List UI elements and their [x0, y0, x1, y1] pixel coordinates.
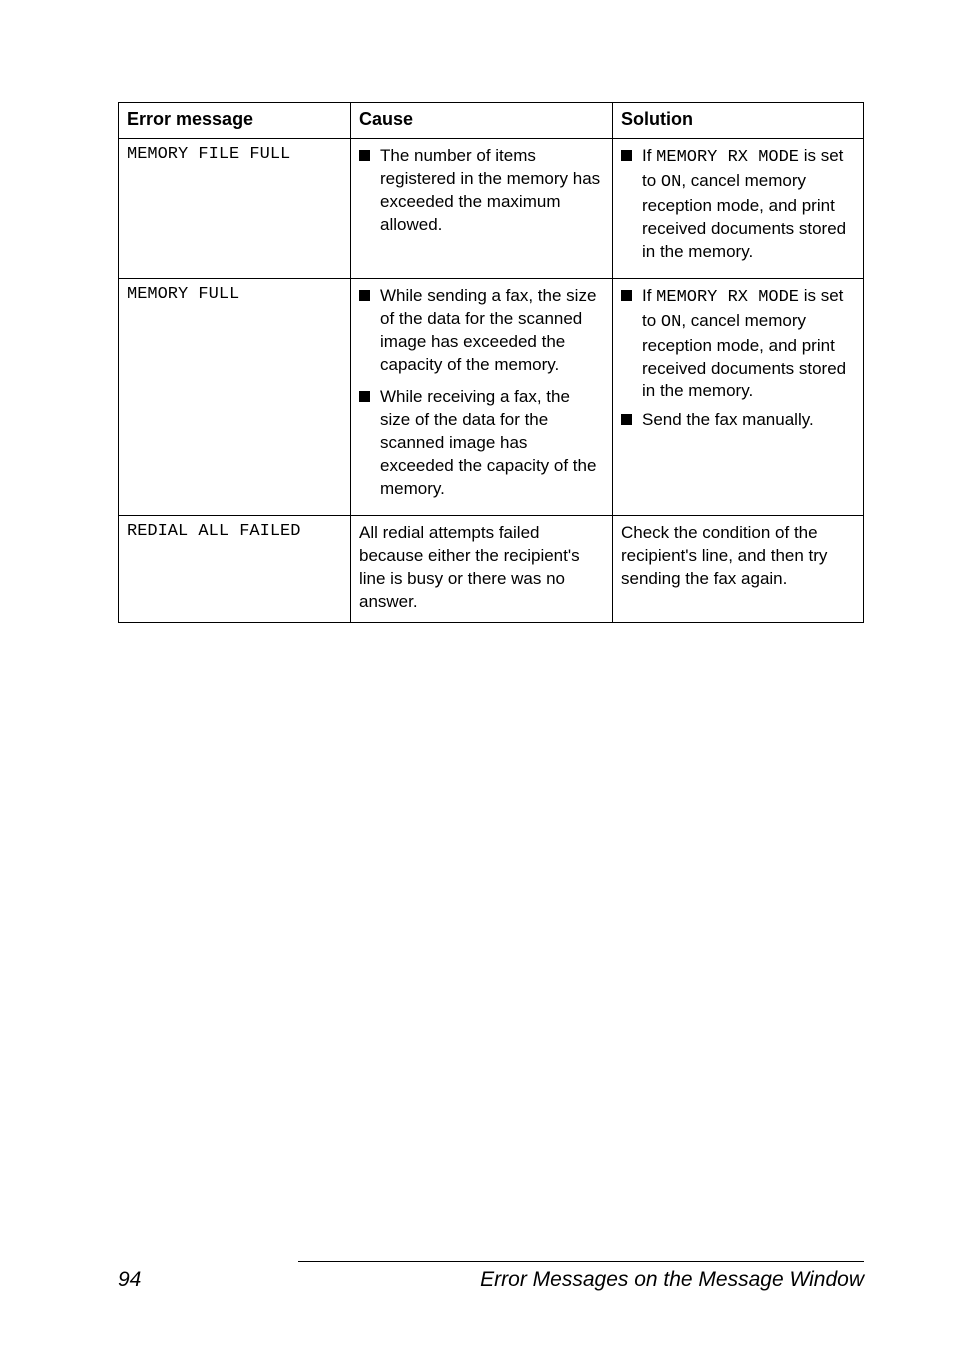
bullet-item: While sending a fax, the size of the dat…: [359, 285, 604, 377]
footer-row: 94 Error Messages on the Message Window: [118, 1268, 864, 1292]
col-header-error-message: Error message: [119, 103, 351, 139]
table-header-row: Error message Cause Solution: [119, 103, 864, 139]
table-row: REDIAL ALL FAILED All redial attempts fa…: [119, 516, 864, 623]
bullet-text: If MEMORY RX MODE is set to ON, cancel m…: [642, 145, 855, 264]
page-number: 94: [118, 1268, 141, 1292]
text-fragment: If: [642, 146, 656, 165]
bullet-item: If MEMORY RX MODE is set to ON, cancel m…: [621, 145, 855, 264]
page-footer: 94 Error Messages on the Message Window: [118, 1261, 864, 1292]
col-header-solution: Solution: [613, 103, 864, 139]
square-bullet-icon: [359, 391, 370, 402]
square-bullet-icon: [621, 150, 632, 161]
mono-text: ON: [661, 173, 681, 192]
bullet-text: While receiving a fax, the size of the d…: [380, 386, 604, 501]
cell-cause: While sending a fax, the size of the dat…: [351, 278, 613, 515]
square-bullet-icon: [621, 414, 632, 425]
cell-solution: If MEMORY RX MODE is set to ON, cancel m…: [613, 139, 864, 279]
bullet-text: While sending a fax, the size of the dat…: [380, 285, 604, 377]
cell-cause: All redial attempts failed because eithe…: [351, 516, 613, 623]
table-row: MEMORY FULL While sending a fax, the siz…: [119, 278, 864, 515]
cell-error-message: MEMORY FILE FULL: [119, 139, 351, 279]
cell-cause: The number of items registered in the me…: [351, 139, 613, 279]
bullet-item: If MEMORY RX MODE is set to ON, cancel m…: [621, 285, 855, 404]
mono-text: MEMORY RX MODE: [656, 148, 799, 167]
col-header-cause: Cause: [351, 103, 613, 139]
solution-text: Check the condition of the recipient's l…: [621, 522, 855, 591]
bullet-item: The number of items registered in the me…: [359, 145, 604, 237]
error-messages-table: Error message Cause Solution MEMORY FILE…: [118, 102, 864, 623]
cause-text: All redial attempts failed because eithe…: [359, 522, 604, 614]
bullet-text: If MEMORY RX MODE is set to ON, cancel m…: [642, 285, 855, 404]
table-row: MEMORY FILE FULL The number of items reg…: [119, 139, 864, 279]
cell-error-message: REDIAL ALL FAILED: [119, 516, 351, 623]
mono-text: MEMORY RX MODE: [656, 288, 799, 307]
bullet-item: While receiving a fax, the size of the d…: [359, 386, 604, 501]
square-bullet-icon: [359, 290, 370, 301]
footer-rule: [298, 1261, 864, 1262]
mono-text: ON: [661, 313, 681, 332]
chapter-title: Error Messages on the Message Window: [480, 1268, 864, 1292]
bullet-text: Send the fax manually.: [642, 409, 855, 432]
cell-solution: If MEMORY RX MODE is set to ON, cancel m…: [613, 278, 864, 515]
cell-solution: Check the condition of the recipient's l…: [613, 516, 864, 623]
bullet-item: Send the fax manually.: [621, 409, 855, 432]
square-bullet-icon: [621, 290, 632, 301]
cell-error-message: MEMORY FULL: [119, 278, 351, 515]
square-bullet-icon: [359, 150, 370, 161]
bullet-text: The number of items registered in the me…: [380, 145, 604, 237]
text-fragment: If: [642, 286, 656, 305]
